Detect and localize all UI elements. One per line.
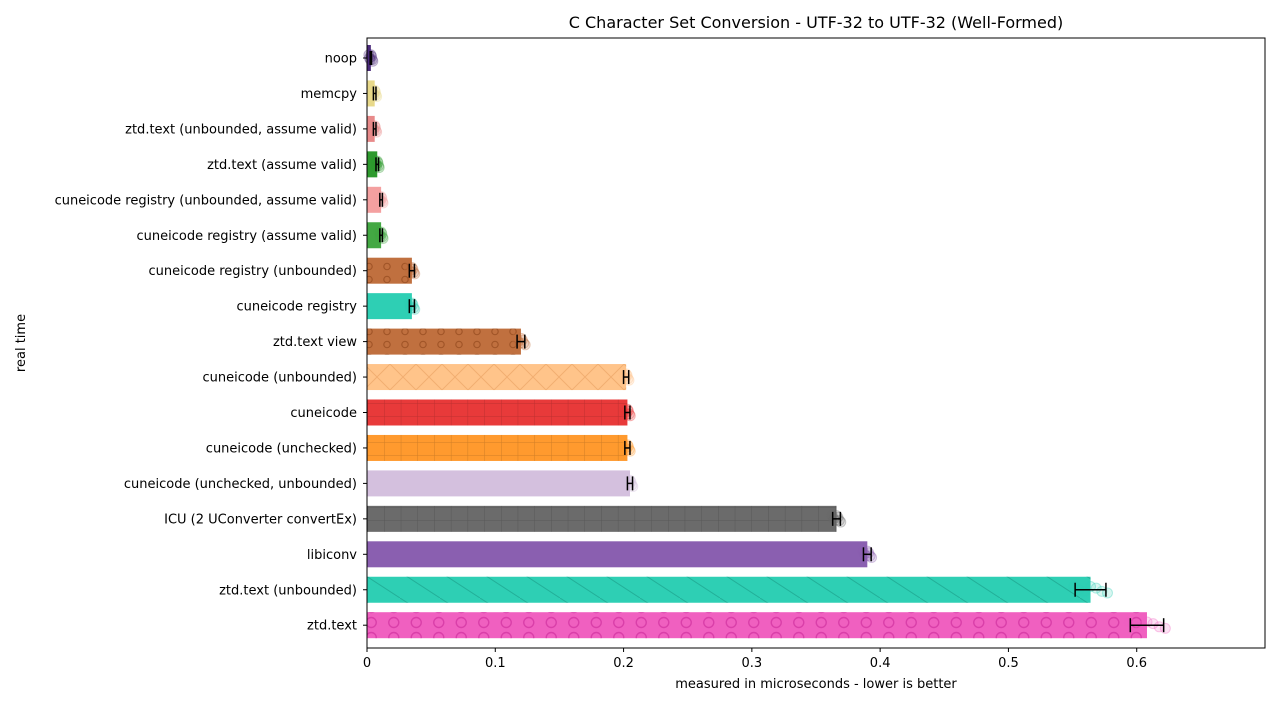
x-tick-label: 0.3: [742, 656, 763, 671]
sample-point: [1090, 582, 1102, 594]
category-label: memcpy: [301, 87, 358, 102]
bar: [367, 151, 378, 178]
category-label: cuneicode (unchecked): [206, 441, 357, 456]
sample-point: [619, 373, 631, 385]
sample-point: [375, 226, 387, 238]
sample-point: [623, 479, 635, 491]
category-label: cuneicode (unbounded): [202, 371, 357, 386]
bar: [367, 293, 412, 320]
bar: [367, 115, 375, 142]
sample-point: [620, 408, 632, 420]
x-tick-label: 0.4: [870, 656, 891, 671]
sample-point: [622, 440, 634, 452]
plot-frame: [366, 37, 1266, 649]
x-axis-label: measured in microseconds - lower is bett…: [675, 677, 957, 692]
bar-group: [367, 80, 383, 107]
sample-point: [625, 476, 637, 488]
bar-group: [367, 470, 639, 497]
category-label: ztd.text view: [273, 335, 357, 350]
sample-point: [371, 155, 383, 167]
bar-group: [367, 541, 878, 568]
bar: [367, 80, 375, 107]
category-label: ztd.text: [307, 619, 357, 634]
bar-group: [367, 328, 531, 355]
bar-hatch: [367, 328, 521, 355]
bar: [367, 186, 382, 213]
x-tick-label: 0.5: [998, 656, 1019, 671]
sample-point: [407, 299, 419, 311]
category-label: cuneicode registry (unbounded): [149, 264, 358, 279]
x-tick-label: 0.1: [485, 656, 506, 671]
x-tick-label: 0.6: [1126, 656, 1147, 671]
category-label: ICU (2 UConverter convertEx): [164, 512, 357, 527]
bar-group: [367, 151, 385, 178]
category-label: cuneicode registry (assume valid): [136, 229, 357, 244]
plot-area: [363, 45, 1171, 639]
sample-point: [405, 302, 417, 314]
bar-hatch: [367, 576, 1091, 603]
y-axis-label: real time: [14, 314, 29, 372]
sample-point: [1079, 585, 1091, 597]
bar: [367, 45, 371, 71]
category-label: libiconv: [307, 548, 357, 563]
category-label: ztd.text (unbounded, assume valid): [125, 122, 357, 137]
category-label: ztd.text (assume valid): [207, 158, 357, 173]
bar-group: [367, 115, 383, 142]
category-label: cuneicode (unchecked, unbounded): [124, 477, 357, 492]
x-tick-label: 0.2: [613, 656, 634, 671]
sample-point: [407, 263, 419, 275]
chart-title: C Character Set Conversion - UTF-32 to U…: [569, 13, 1063, 32]
bar-group: [367, 505, 847, 532]
sample-point: [620, 444, 632, 456]
bar-hatch: [367, 257, 412, 284]
sample-point: [405, 266, 417, 278]
sample-point: [369, 120, 381, 132]
bar-group: [367, 293, 421, 320]
bar-hatch: [367, 505, 837, 532]
bar-group: [367, 399, 636, 426]
bar-group: [367, 612, 1171, 639]
sample-point: [369, 84, 381, 96]
category-label: cuneicode: [290, 406, 357, 421]
y-axis: noop memcpy ztd.text (unbounded, assume va…: [55, 52, 367, 634]
sample-point: [518, 337, 530, 349]
sample-point: [1096, 585, 1108, 597]
bar: [367, 222, 382, 249]
bar: [367, 470, 630, 497]
bar-group: [367, 222, 389, 249]
sample-point: [622, 405, 634, 417]
sample-point: [375, 191, 387, 203]
bar-hatch: [367, 364, 627, 391]
sample-point: [1135, 621, 1147, 633]
bar: [367, 541, 868, 568]
sample-point: [1153, 621, 1165, 633]
category-label: cuneicode registry (unbounded, assume va…: [55, 193, 357, 208]
sample-point: [864, 550, 876, 562]
category-label: cuneicode registry: [236, 300, 357, 315]
x-tick-label: 0: [363, 656, 371, 671]
bar-hatch: [367, 612, 1147, 639]
x-axis: 0 0.1 0.2 0.3 0.4 0.5 0.6: [363, 648, 1147, 671]
bar-group: [367, 434, 636, 461]
sample-point: [1147, 618, 1159, 630]
bar-hatch: [367, 399, 628, 426]
category-label: ztd.text (unbounded): [219, 583, 357, 598]
bar-group: [367, 576, 1113, 603]
bar-group: [367, 186, 389, 213]
category-label: noop: [325, 52, 357, 67]
sample-point: [621, 369, 633, 381]
sample-point: [833, 514, 845, 526]
bar-group: [367, 257, 421, 284]
bar-hatch: [367, 434, 628, 461]
bar-group: [367, 364, 635, 391]
